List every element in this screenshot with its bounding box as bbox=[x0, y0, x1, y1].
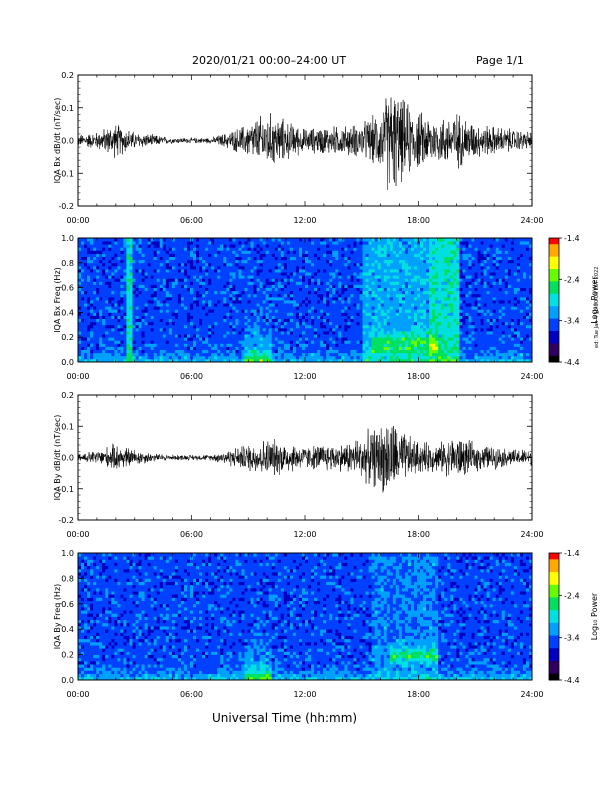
y-tick-label: 0.8 bbox=[61, 574, 74, 583]
colorbar-tick-label: -3.4 bbox=[564, 317, 580, 326]
spectrogram-cells bbox=[78, 238, 533, 363]
waveform-panel-3: 0.2 0.1 0.0 -0.1 -0.2 00:00 06:00 12:00 18:00 24:… bbox=[53, 391, 544, 539]
waveform-trace bbox=[77, 425, 533, 493]
colorbar-tick-label: -1.4 bbox=[564, 234, 580, 243]
y-tick-label: 0.8 bbox=[61, 259, 74, 268]
x-tick-label: 18:00 bbox=[407, 690, 430, 699]
x-tick-label: 12:00 bbox=[293, 372, 316, 381]
x-tick-label: 06:00 bbox=[180, 690, 203, 699]
x-axis-title: Universal Time (hh:mm) bbox=[212, 711, 358, 725]
x-tick-label: 00:00 bbox=[66, 530, 89, 539]
colorbar-tick-label: -2.4 bbox=[564, 591, 580, 600]
x-tick-label: 18:00 bbox=[407, 530, 430, 539]
colorbar-label: Log₁₀ Power bbox=[590, 276, 599, 324]
y-tick-label: 0.4 bbox=[61, 308, 74, 317]
report-title: 2020/01/21 00:00–24:00 UT bbox=[192, 54, 347, 67]
x-tick-label: 18:00 bbox=[407, 372, 430, 381]
x-tick-label: 24:00 bbox=[520, 690, 543, 699]
colorbar: -1.4 -2.4 -3.4 -4.4 Log₁₀ Power bbox=[548, 549, 599, 685]
y-tick-label: 0.2 bbox=[61, 651, 74, 660]
x-tick-label: 12:00 bbox=[293, 530, 316, 539]
y-axis-label: IQA Bx dB/dt (nT/sec) bbox=[53, 98, 62, 184]
y-tick-label: -0.2 bbox=[58, 202, 74, 211]
x-tick-label: 00:00 bbox=[66, 372, 89, 381]
y-tick-label: 0.6 bbox=[61, 284, 74, 293]
y-tick-label: -0.1 bbox=[58, 485, 74, 494]
x-tick-label: 00:00 bbox=[66, 216, 89, 225]
y-axis-label: IQA By Freq (Hz) bbox=[53, 584, 62, 650]
y-axis-label: IQA By dB/dt (nT/sec) bbox=[53, 415, 62, 501]
side-timestamp: ed: Tue Jan 4 13:30:03 EST 2022 bbox=[594, 266, 600, 348]
y-tick-label: -0.1 bbox=[58, 169, 74, 178]
colorbar-tick-label: -1.4 bbox=[564, 549, 580, 558]
y-tick-label: 0.0 bbox=[61, 358, 74, 367]
waveform-panel-1: 0.2 0.1 0.0 -0.1 -0.2 00:00 06:00 12:00 18:00 24:… bbox=[53, 71, 544, 225]
colorbar-tick-label: -3.4 bbox=[564, 634, 580, 643]
waveform-trace bbox=[77, 97, 533, 190]
x-tick-label: 24:00 bbox=[520, 372, 543, 381]
x-tick-label: 06:00 bbox=[180, 530, 203, 539]
y-tick-label: 0.6 bbox=[61, 600, 74, 609]
spectrogram-panel-2: 1.0 0.8 0.6 0.4 0.2 0.0 -1.4 -2.4 -3.4 -4.4 Log₁₀ … bbox=[53, 234, 599, 381]
y-tick-label: 0.2 bbox=[61, 333, 74, 342]
x-tick-label: 12:00 bbox=[293, 216, 316, 225]
y-tick-label: 0.0 bbox=[61, 454, 74, 463]
x-tick-label: 00:00 bbox=[66, 690, 89, 699]
colorbar-label: Log₁₀ Power bbox=[590, 592, 599, 640]
y-tick-label: -0.2 bbox=[58, 516, 74, 525]
y-tick-label: 0.0 bbox=[61, 676, 74, 685]
y-tick-label: 0.2 bbox=[61, 71, 74, 80]
colorbar-tick-label: -2.4 bbox=[564, 275, 580, 284]
spectrogram-panel-4: 1.0 0.8 0.6 0.4 0.2 0.0 -1.4 -2.4 -3.4 -4.4 Log₁₀ … bbox=[53, 549, 599, 699]
x-tick-label: 18:00 bbox=[407, 216, 430, 225]
y-tick-label: 0.1 bbox=[61, 422, 74, 431]
y-tick-label: 0.4 bbox=[61, 625, 74, 634]
x-tick-label: 06:00 bbox=[180, 216, 203, 225]
x-tick-label: 12:00 bbox=[293, 690, 316, 699]
page-indicator: Page 1/1 bbox=[476, 54, 524, 67]
spectrogram-cells bbox=[78, 553, 533, 681]
colorbar-tick-label: -4.4 bbox=[564, 358, 580, 367]
x-tick-label: 24:00 bbox=[520, 216, 543, 225]
y-tick-label: 1.0 bbox=[61, 549, 74, 558]
x-tick-label: 24:00 bbox=[520, 530, 543, 539]
x-tick-label: 06:00 bbox=[180, 372, 203, 381]
colorbar-tick-label: -4.4 bbox=[564, 676, 580, 685]
y-axis-label: IQA Bx Freq (Hz) bbox=[53, 267, 62, 333]
y-tick-label: 0.2 bbox=[61, 391, 74, 400]
y-tick-label: 0.1 bbox=[61, 104, 74, 113]
y-tick-label: 1.0 bbox=[61, 234, 74, 243]
y-tick-label: 0.0 bbox=[61, 137, 74, 146]
colorbar: -1.4 -2.4 -3.4 -4.4 Log₁₀ Power bbox=[548, 234, 599, 367]
